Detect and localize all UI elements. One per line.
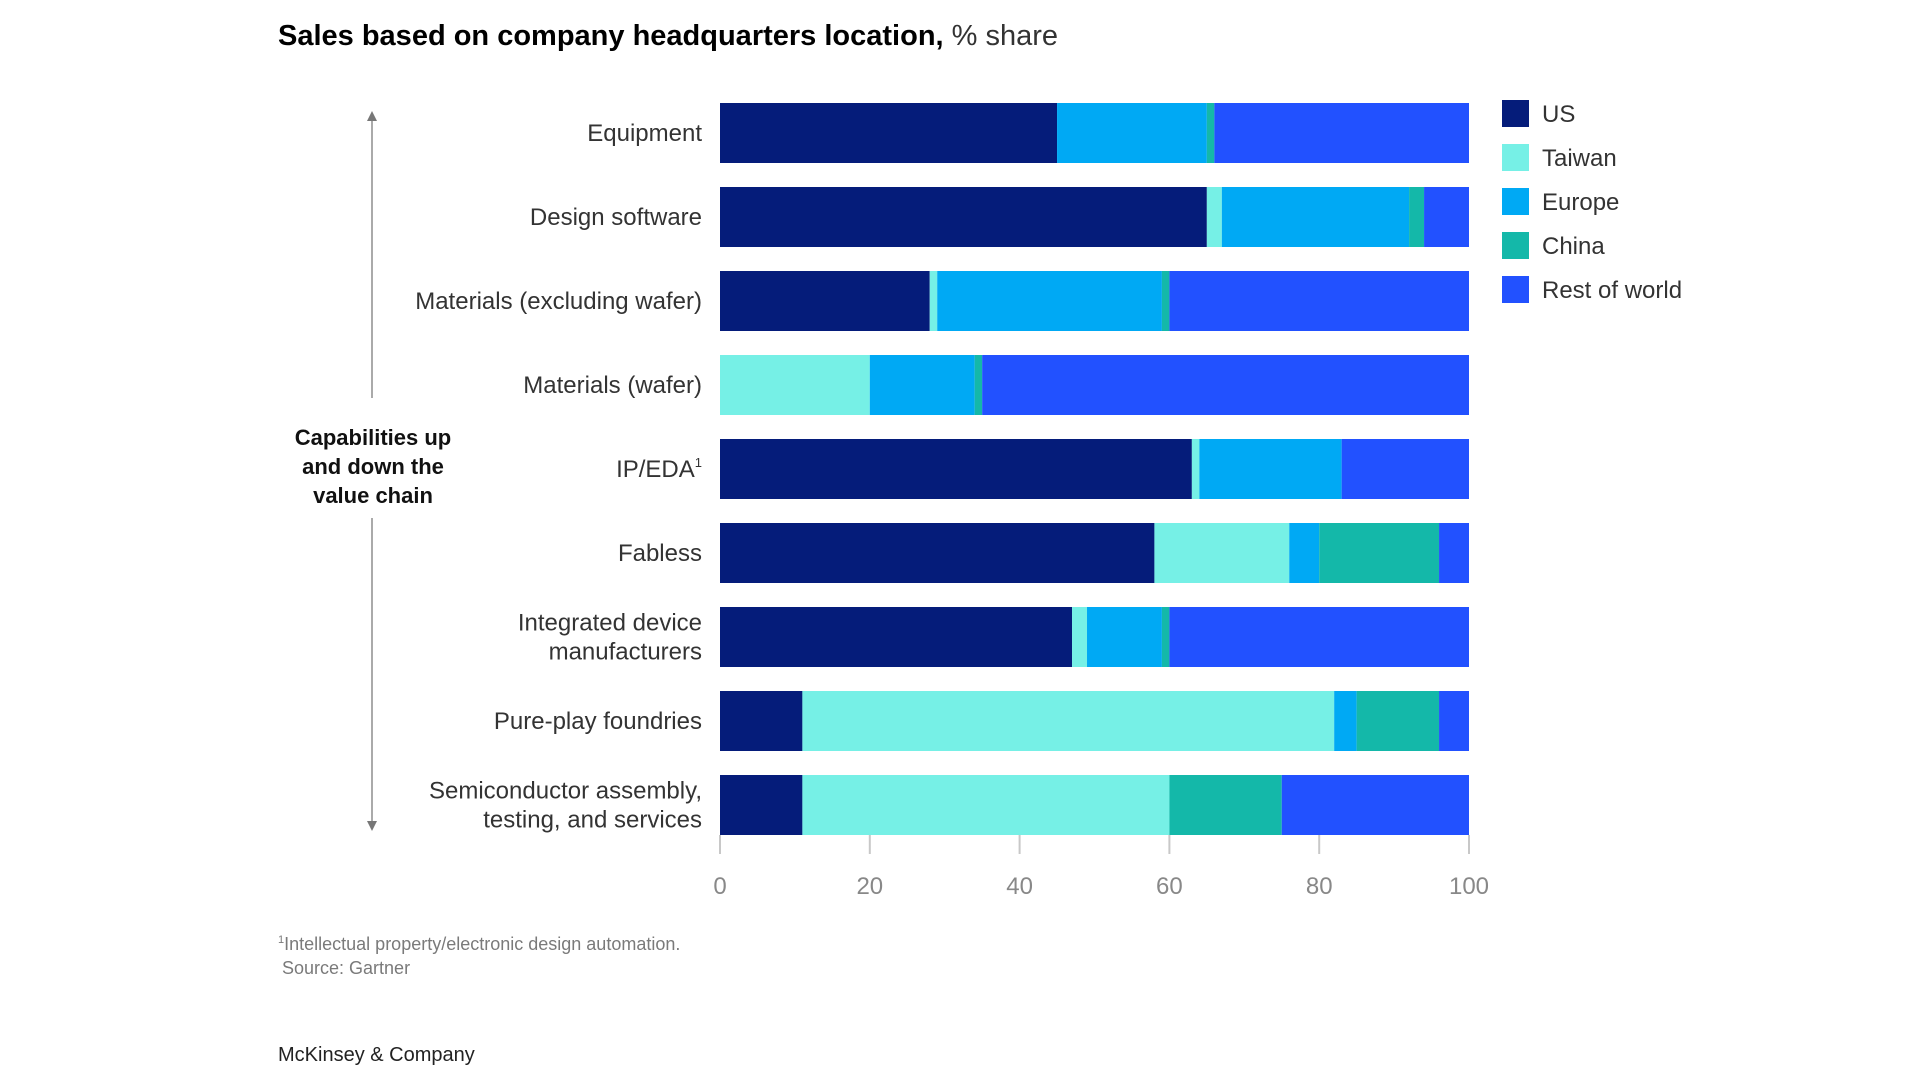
bar-row-equipment — [720, 103, 1469, 163]
bar-segment-taiwan — [802, 691, 1335, 751]
source-note: Source: Gartner — [282, 958, 411, 978]
bar-segment-europe — [1087, 607, 1162, 667]
bar-segment-taiwan — [720, 355, 870, 415]
bar-segment-taiwan — [1206, 187, 1222, 247]
bar-segment-rest-of-world — [1439, 523, 1469, 583]
bar-segment-rest-of-world — [982, 355, 1469, 415]
bar-row-pure-play-foundries — [720, 691, 1469, 751]
bar-segment-taiwan — [802, 775, 1170, 835]
bar-segment-europe — [1221, 187, 1410, 247]
chart-title-unit: % share — [951, 20, 1059, 52]
bar-segment-taiwan — [929, 271, 938, 331]
legend-label: China — [1542, 233, 1605, 260]
footnote: 1Intellectual property/electronic design… — [278, 934, 680, 955]
bar-segment-china — [1169, 775, 1282, 835]
legend-item-taiwan: Taiwan — [1502, 144, 1617, 172]
bar-segment-china — [1409, 187, 1425, 247]
y-axis-title-line: Capabilities up — [295, 425, 451, 450]
bar-segment-rest-of-world — [1169, 607, 1469, 667]
category-label: Semiconductor assembly, testing, and serv… — [429, 778, 702, 834]
bar-segment-europe — [937, 271, 1162, 331]
footnote-text: Intellectual property/electronic design … — [284, 934, 681, 954]
chart-title: Sales based on company headquarters loca… — [278, 20, 1058, 53]
bars-group — [720, 103, 1469, 835]
bar-segment-china — [1356, 691, 1440, 751]
legend-swatch — [1502, 276, 1529, 303]
x-axis: 0 20 40 60 80 100 — [713, 835, 1489, 900]
bar-segment-europe — [1334, 691, 1357, 751]
bar-segment-us — [720, 103, 1058, 163]
bar-segment-china — [974, 355, 983, 415]
bar-segment-us — [720, 523, 1155, 583]
bar-segment-china — [1161, 607, 1170, 667]
x-tick-label: 0 — [713, 873, 726, 900]
bar-row-ip-eda — [720, 439, 1469, 499]
bar-segment-rest-of-world — [1424, 187, 1469, 247]
legend-item-china: China — [1502, 232, 1605, 260]
category-label: Equipment — [587, 120, 702, 147]
bar-segment-rest-of-world — [1169, 271, 1469, 331]
bar-segment-rest-of-world — [1341, 439, 1469, 499]
bar-segment-europe — [1057, 103, 1207, 163]
bar-segment-us — [720, 607, 1073, 667]
bar-segment-europe — [1289, 523, 1320, 583]
bar-segment-europe — [1199, 439, 1342, 499]
legend-swatch — [1502, 144, 1529, 171]
bar-segment-taiwan — [1072, 607, 1088, 667]
chart-title-main: Sales based on company headquarters loca… — [278, 20, 944, 52]
legend-label: Rest of world — [1542, 277, 1682, 304]
bar-segment-rest-of-world — [1214, 103, 1469, 163]
category-label: Pure-play foundries — [494, 708, 702, 735]
category-label: Materials (wafer) — [523, 372, 702, 399]
bar-segment-china — [1319, 523, 1440, 583]
legend-item-europe: Europe — [1502, 188, 1619, 216]
bar-segment-china — [1206, 103, 1215, 163]
x-tick-label: 20 — [856, 873, 883, 900]
bar-segment-us — [720, 271, 930, 331]
bar-row-fabless — [720, 523, 1469, 583]
legend-label: Taiwan — [1542, 145, 1617, 172]
category-label: Integrated device manufacturers — [518, 610, 702, 666]
bar-segment-rest-of-world — [1281, 775, 1469, 835]
footnote-marker: 1 — [278, 934, 285, 946]
bar-segment-us — [720, 187, 1207, 247]
x-tick-label: 60 — [1156, 873, 1183, 900]
bar-segment-taiwan — [1191, 439, 1200, 499]
bar-segment-us — [720, 775, 803, 835]
bar-row-materials-excluding-wafer — [720, 271, 1469, 331]
legend: US Taiwan Europe China Rest of world — [1502, 100, 1682, 304]
legend-label: US — [1542, 101, 1575, 128]
bar-segment-china — [1161, 271, 1170, 331]
bar-row-materials-wafer — [720, 355, 1469, 415]
bar-row-semiconductor-assembly-testing-and-services — [720, 775, 1469, 835]
y-axis-title-line: and down the — [302, 454, 444, 479]
legend-item-rest-of-world: Rest of world — [1502, 276, 1682, 304]
x-tick-label: 40 — [1006, 873, 1033, 900]
category-label: Design software — [530, 204, 702, 231]
bar-segment-us — [720, 691, 803, 751]
bar-segment-rest-of-world — [1439, 691, 1469, 751]
legend-swatch — [1502, 232, 1529, 259]
legend-item-us: US — [1502, 100, 1575, 128]
bar-segment-us — [720, 439, 1192, 499]
legend-label: Europe — [1542, 189, 1619, 216]
footnote-ref: 1 — [695, 455, 702, 470]
brand-logo-text: McKinsey & Company — [278, 1044, 475, 1066]
category-label: Fabless — [618, 540, 702, 567]
legend-swatch — [1502, 100, 1529, 127]
x-tick-label: 80 — [1306, 873, 1333, 900]
bar-row-design-software — [720, 187, 1469, 247]
bar-segment-europe — [869, 355, 975, 415]
category-label: IP/EDA1 — [616, 455, 702, 483]
category-label: Materials (excluding wafer) — [415, 288, 702, 315]
y-axis-title-line: value chain — [313, 483, 433, 508]
bar-segment-taiwan — [1154, 523, 1290, 583]
category-labels: Equipment Design software Materials (exclu… — [415, 120, 702, 834]
x-tick-label: 100 — [1449, 873, 1489, 900]
y-axis-title: Capabilities up and down the value chain — [295, 425, 451, 508]
bar-row-integrated-device-manufacturers — [720, 607, 1469, 667]
legend-swatch — [1502, 188, 1529, 215]
